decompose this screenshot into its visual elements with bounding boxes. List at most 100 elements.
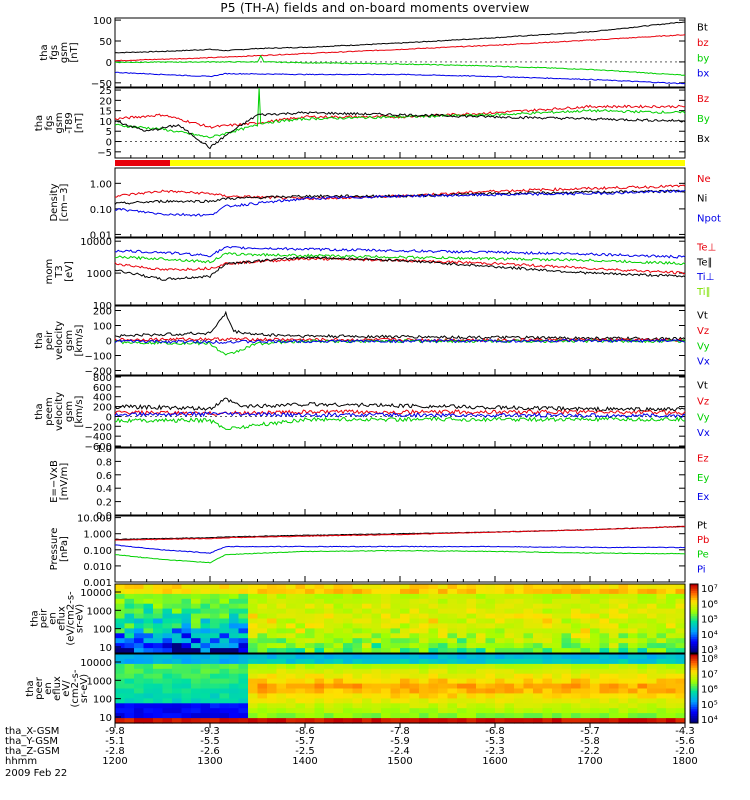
series-line-peir-0 [114,310,686,342]
spectrogram-cell [276,588,287,595]
spectrogram-cell [143,673,154,680]
spectrogram-cell [628,633,639,639]
spectrogram-cell [286,683,297,690]
spectrogram-cell [609,718,620,724]
colorbar-cell-peir_en [690,630,698,633]
spectrogram-cell [561,683,572,690]
spectrogram-cell [229,658,240,665]
spectrogram-cell [523,588,534,595]
spectrogram-cell [238,658,249,665]
spectrogram-cell [134,654,145,660]
spectrogram-cell [504,598,515,605]
spectrogram-cell [352,593,363,600]
spectrogram-cell [134,588,145,595]
colorbar-cell-peir_en [690,634,698,638]
spectrogram-cell [172,618,183,624]
legend-fgs: bx [697,69,709,80]
spectrogram-cell [295,648,306,654]
spectrogram-cell [428,628,439,634]
spectrogram-cell [552,718,563,724]
spectrogram-cell [495,584,506,590]
spectrogram-cell [400,623,411,629]
spectrogram-cell [561,598,572,605]
spectrogram-cell [628,673,639,680]
spectrogram-cell [656,663,667,670]
spectrogram-cell [656,678,667,685]
spectrogram-cell [381,678,392,685]
spectrogram-cell [333,603,344,610]
spectrogram-cell [457,688,468,694]
xaxis-value: -5.7 [580,726,600,737]
spectrogram-cell [295,698,306,704]
colorbar-cell-peer_en [690,681,698,685]
spectrogram-cell [457,703,468,709]
spectrogram-cell [409,643,420,649]
spectrogram-cell [143,603,154,610]
spectrogram-cell [210,698,221,704]
spectrogram-cell [305,603,316,610]
spectrogram-cell [542,648,553,654]
spectrogram-cell [675,623,686,629]
spectrogram-cell [248,658,259,665]
spectrogram-cell [618,598,629,605]
spectrogram-cell [628,613,639,620]
spectrogram-cell [533,718,544,724]
spectrogram-cell [400,708,411,714]
spectrogram-cell [390,703,401,709]
spectrogram-cell [181,673,192,680]
spectrogram-cell [666,693,677,699]
spectrogram-cell [343,654,354,660]
spectrogram-cell [476,593,487,600]
series-line-pressure-3 [114,549,686,564]
spectrogram-cell [286,584,297,590]
spectrogram-cell [542,618,553,624]
spectrogram-cell [666,598,677,605]
spectrogram-cell [656,633,667,639]
spectrogram-cell [172,654,183,660]
spectrogram-cell [590,703,601,709]
spectrogram-cell [324,613,335,620]
spectrogram-cell [590,683,601,690]
spectrogram-cell [162,683,173,690]
ytick-label-fgsdsl: 5 [106,127,112,138]
colorbar-cell-peir_en [690,641,698,645]
spectrogram-cell [134,713,145,719]
series-line-peem-0 [114,397,686,413]
spectrogram-cell [124,618,135,624]
spectrogram-cell [552,628,563,634]
spectrogram-cell [115,673,126,680]
spectrogram-cell [381,673,392,680]
spectrogram-cell [172,628,183,634]
spectrogram-cell [561,603,572,610]
spectrogram-cell [200,698,211,704]
legend-fgsdsl: By [697,114,710,125]
spectrogram-cell [618,713,629,719]
spectrogram-cell [305,633,316,639]
spectrogram-cell [162,603,173,610]
spectrogram-cell [257,663,268,670]
spectrogram-cell [637,643,648,649]
spectrogram-cell [618,658,629,665]
xaxis-value: -2.0 [675,746,695,757]
spectrogram-cell [333,718,344,724]
spectrogram-cell [124,648,135,654]
spectrogram-cell [457,708,468,714]
spectrogram-cell [523,623,534,629]
ytick-label-fgsdsl: 10 [99,117,112,128]
spectrogram-cell [324,598,335,605]
spectrogram-cell [172,598,183,605]
spectrogram-cell [637,613,648,620]
spectrogram-cell [495,713,506,719]
spectrogram-cell [571,654,582,660]
spectrogram-cell [134,623,145,629]
spectrogram-cell [381,598,392,605]
spectrogram-cell [162,654,173,660]
spectrogram-cell [419,673,430,680]
spectrogram-cell [381,623,392,629]
series-line-density-0 [114,184,686,201]
ylabel-fgsdsl: tha [34,115,45,131]
spectrogram-cell [286,608,297,615]
legend-density: Npot [697,213,721,224]
spectro-ylabel-peer_en: eflux [52,676,63,701]
spectrogram-cell [666,603,677,610]
